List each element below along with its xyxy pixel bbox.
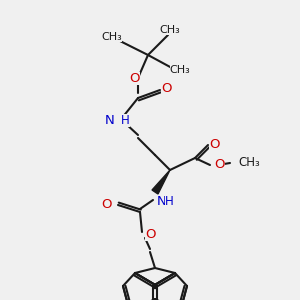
Text: CH₃: CH₃	[238, 157, 260, 169]
Text: CH₃: CH₃	[160, 25, 180, 35]
Text: CH₃: CH₃	[102, 32, 122, 42]
Text: H: H	[165, 195, 174, 208]
Text: N: N	[104, 113, 114, 127]
Text: O: O	[130, 71, 140, 85]
Text: O: O	[161, 82, 171, 95]
Text: O: O	[101, 197, 112, 211]
Text: O: O	[214, 158, 224, 172]
Text: N: N	[157, 195, 167, 208]
Text: O: O	[209, 137, 219, 151]
Text: O: O	[145, 227, 155, 241]
Polygon shape	[152, 170, 170, 194]
Text: H: H	[121, 113, 130, 127]
Text: CH₃: CH₃	[169, 65, 190, 75]
